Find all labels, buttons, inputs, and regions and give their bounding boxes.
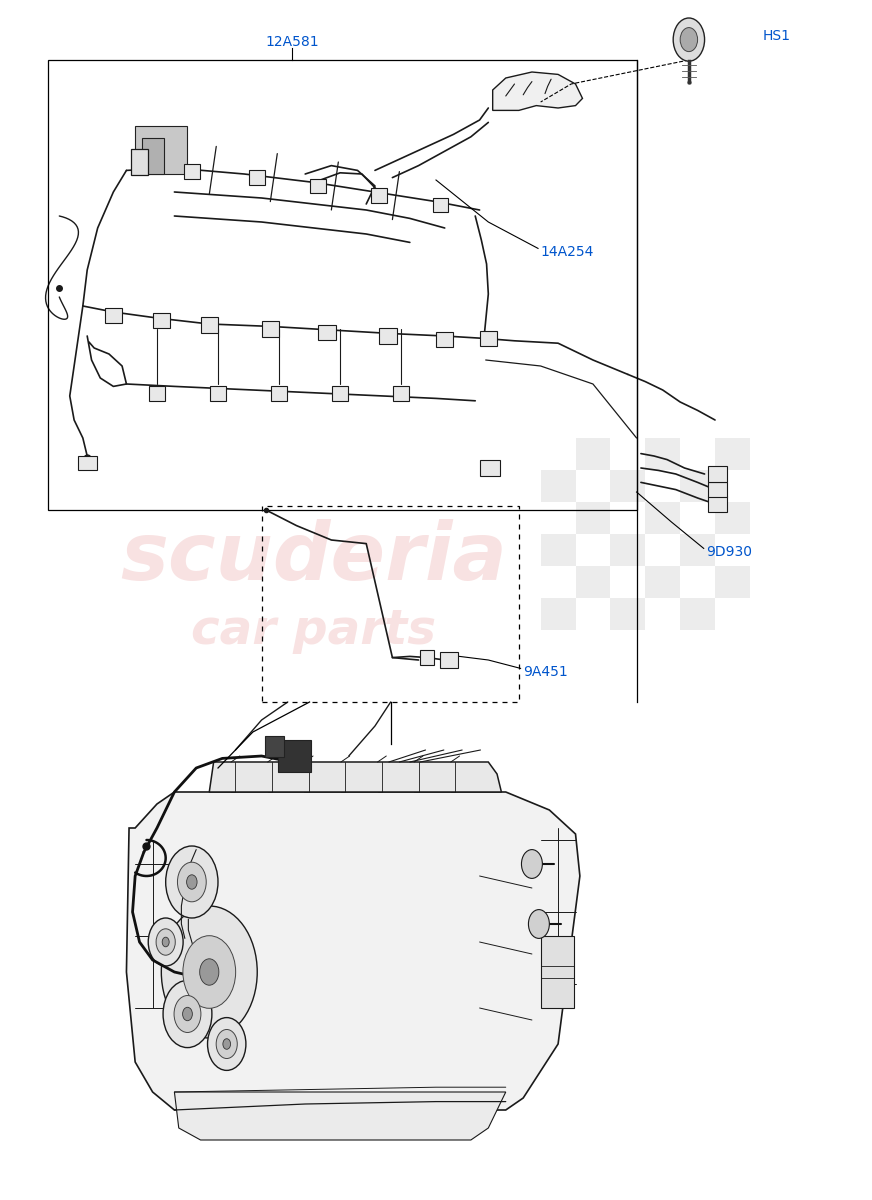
Circle shape (174, 996, 201, 1032)
Bar (131, 149, 148, 175)
Bar (201, 317, 218, 332)
Bar (393, 386, 409, 401)
Bar (480, 460, 500, 475)
Bar (141, 138, 163, 174)
Bar (436, 331, 453, 348)
Circle shape (156, 929, 175, 955)
Circle shape (183, 936, 235, 1008)
Bar (480, 330, 497, 346)
Circle shape (148, 918, 183, 966)
Bar (271, 386, 287, 401)
Circle shape (521, 850, 542, 878)
Bar (379, 328, 397, 343)
Circle shape (182, 1007, 193, 1021)
Bar (541, 598, 576, 630)
Polygon shape (126, 792, 580, 1110)
Bar (541, 534, 576, 566)
Bar (576, 438, 610, 470)
Circle shape (223, 1039, 230, 1049)
Bar (210, 386, 226, 401)
Bar (105, 307, 122, 323)
Bar (332, 386, 348, 401)
Bar (645, 566, 680, 598)
Text: HS1: HS1 (763, 29, 791, 43)
Bar (318, 324, 336, 340)
Text: 9D930: 9D930 (706, 545, 753, 559)
Bar (610, 598, 645, 630)
Text: scuderia: scuderia (120, 518, 508, 596)
Bar (433, 198, 448, 212)
Bar (262, 506, 519, 702)
Bar (149, 386, 165, 401)
Polygon shape (493, 72, 582, 110)
Bar (265, 736, 284, 757)
Circle shape (162, 937, 169, 947)
Circle shape (673, 18, 705, 61)
Bar (420, 650, 434, 665)
Circle shape (178, 862, 207, 902)
Text: 14A254: 14A254 (541, 245, 594, 259)
Bar (371, 188, 387, 203)
Bar (715, 566, 750, 598)
Bar (541, 470, 576, 502)
Bar (48, 60, 637, 510)
Text: 12A581: 12A581 (265, 35, 319, 49)
Text: car parts: car parts (192, 606, 436, 654)
Bar (715, 438, 750, 470)
Bar (184, 164, 200, 179)
Bar (645, 438, 680, 470)
Bar (610, 534, 645, 566)
Circle shape (208, 1018, 246, 1070)
Circle shape (528, 910, 549, 938)
Bar (576, 502, 610, 534)
Circle shape (161, 906, 257, 1038)
Circle shape (166, 846, 218, 918)
Bar (278, 740, 311, 772)
Bar (262, 320, 279, 336)
Bar (153, 312, 170, 328)
Bar (680, 598, 715, 630)
Bar (310, 179, 326, 193)
Bar (541, 936, 574, 1008)
Bar (680, 470, 715, 502)
Bar (440, 652, 458, 668)
Polygon shape (209, 762, 501, 792)
Circle shape (163, 980, 212, 1048)
Bar (708, 481, 727, 497)
Bar (610, 470, 645, 502)
Bar (715, 502, 750, 534)
Bar (708, 496, 727, 511)
Circle shape (187, 875, 197, 889)
Bar (135, 126, 187, 174)
Bar (78, 456, 97, 470)
Circle shape (200, 959, 219, 985)
Bar (249, 170, 265, 185)
Circle shape (680, 28, 698, 52)
Bar (645, 502, 680, 534)
Bar (708, 466, 727, 481)
Polygon shape (174, 1092, 506, 1140)
Text: 9A451: 9A451 (523, 665, 568, 679)
Bar (680, 534, 715, 566)
Circle shape (216, 1030, 237, 1058)
Bar (576, 566, 610, 598)
